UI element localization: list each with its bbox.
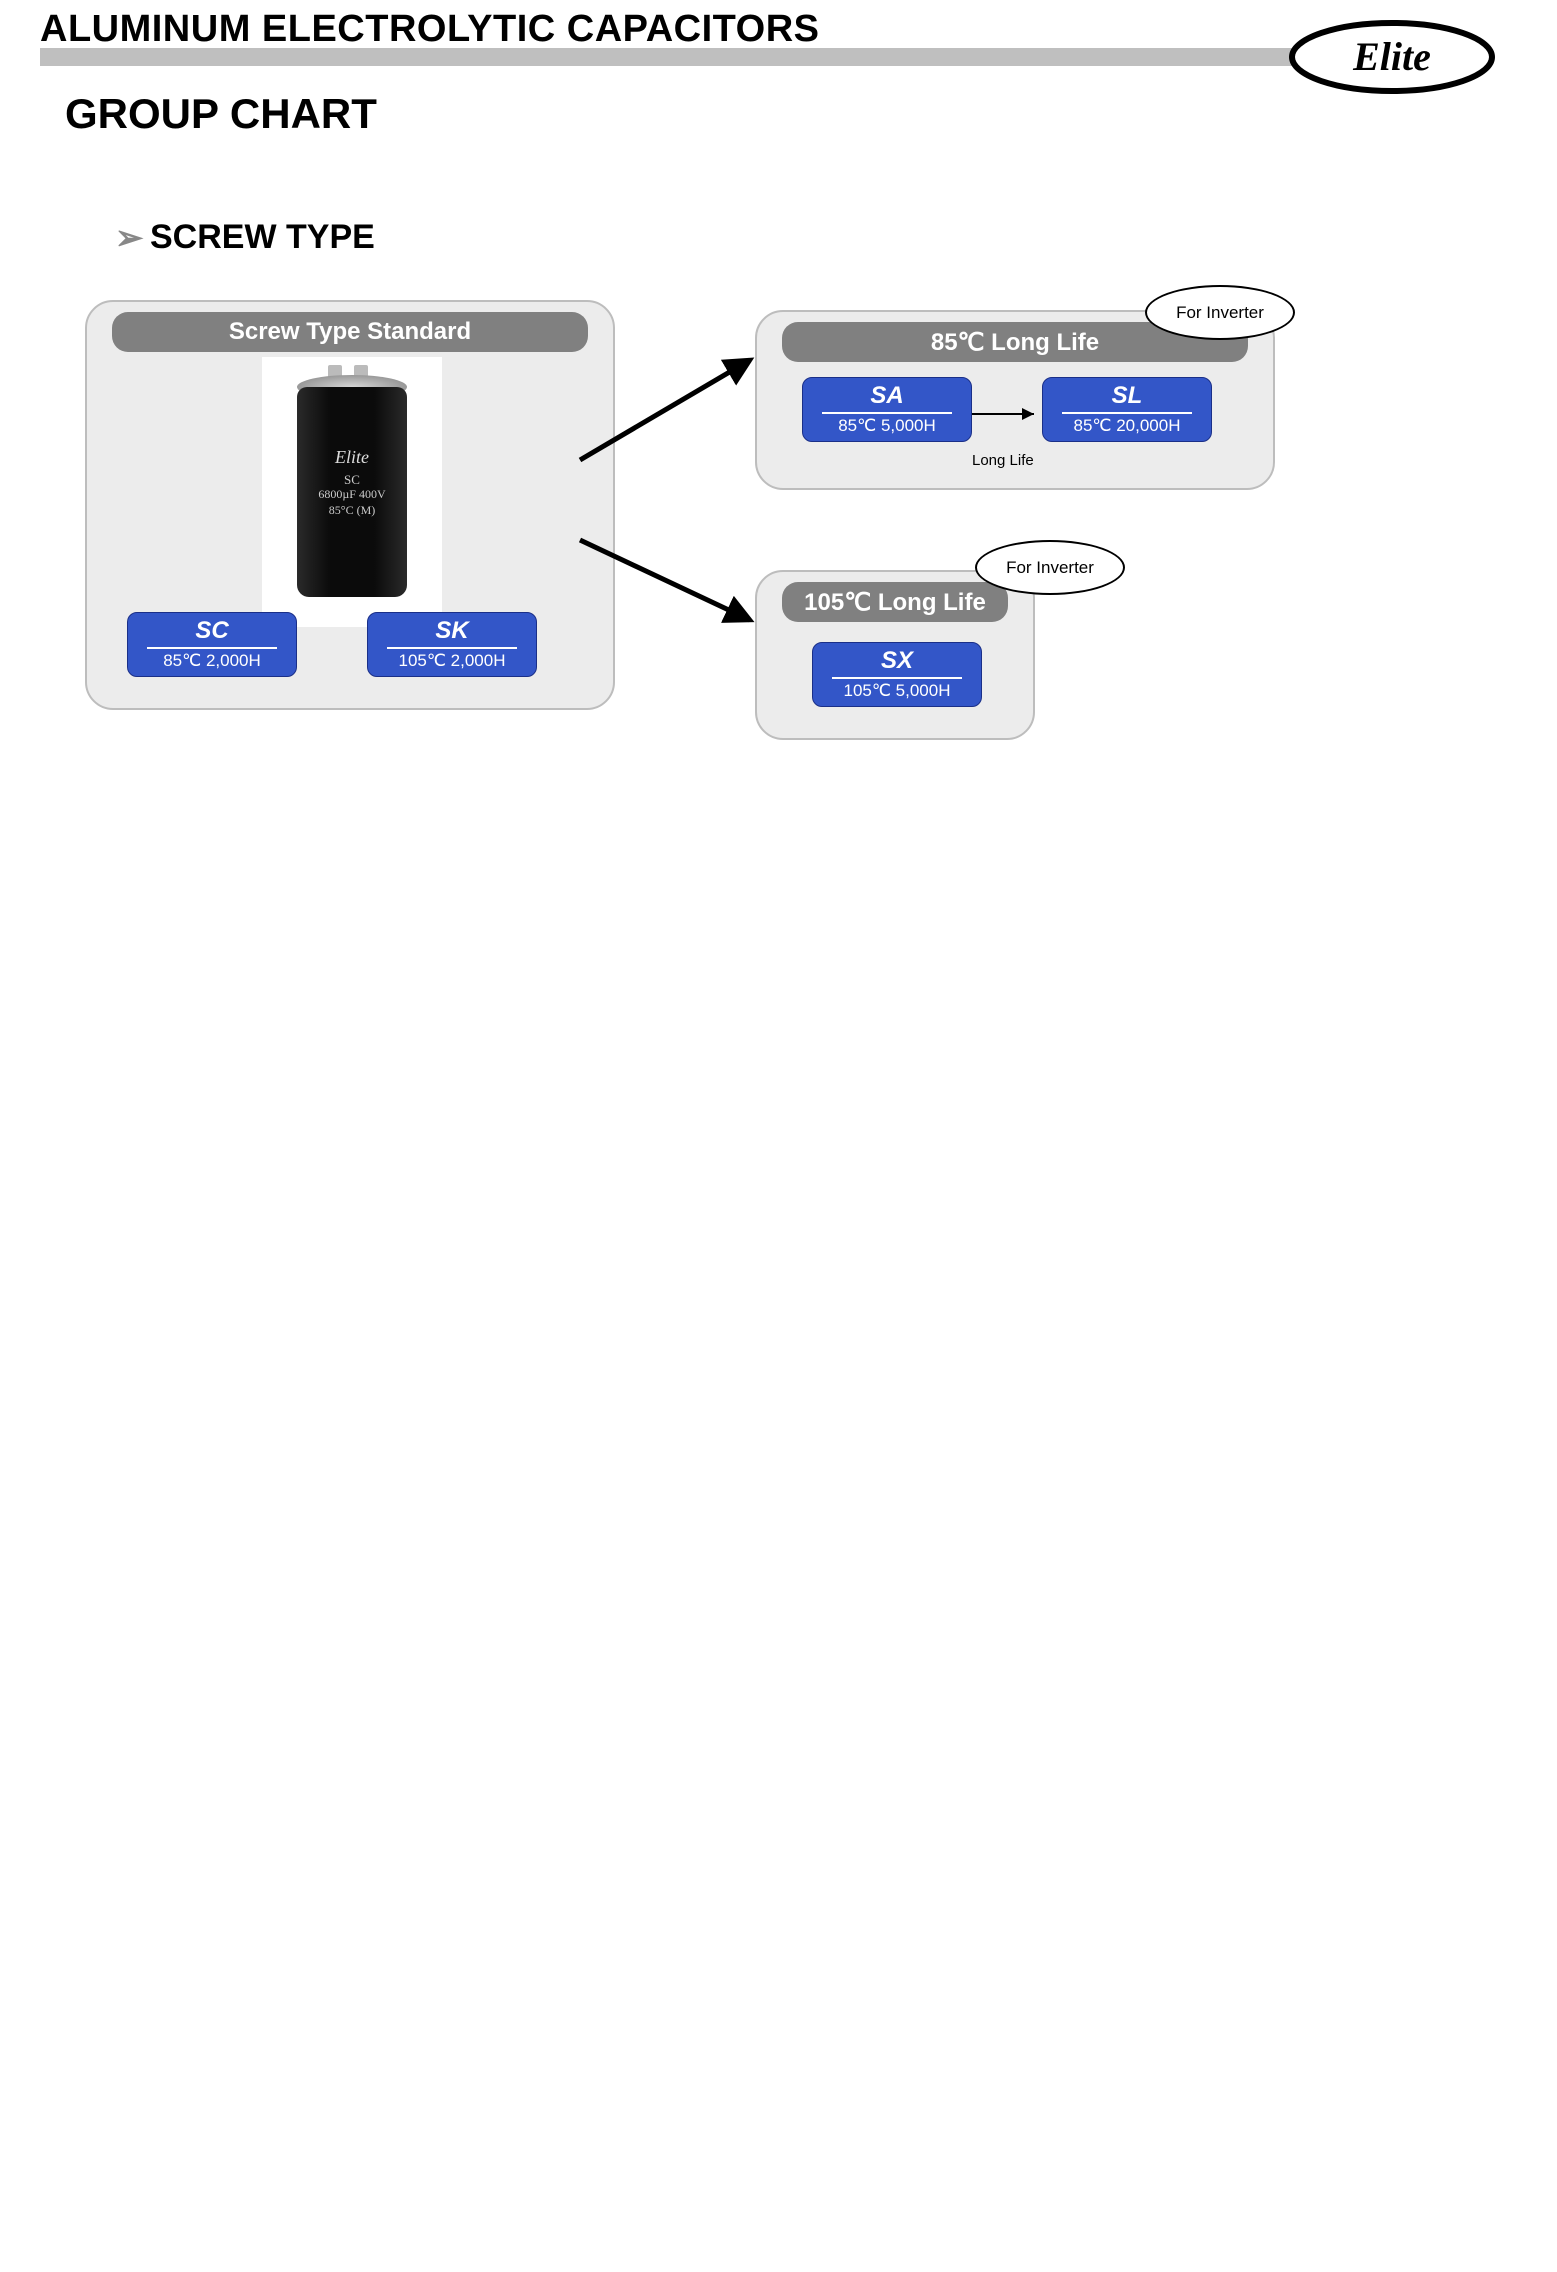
pill-sc-spec: 85℃ 2,000H: [128, 651, 296, 671]
label-long-life: Long Life: [972, 452, 1034, 469]
pill-sl-spec: 85℃ 20,000H: [1043, 416, 1211, 436]
pill-sl: SL 85℃ 20,000H: [1042, 377, 1212, 442]
page-subtitle: GROUP CHART: [65, 90, 377, 138]
pill-sa-code: SA: [803, 382, 971, 410]
page: ALUMINUM ELECTROLYTIC CAPACITORS Elite G…: [0, 0, 1557, 2272]
pill-sx-code: SX: [813, 647, 981, 675]
pill-sk-rule: [387, 647, 517, 649]
pill-sk-spec: 105℃ 2,000H: [368, 651, 536, 671]
pill-sc-code: SC: [128, 617, 296, 645]
pill-sl-code: SL: [1043, 382, 1211, 410]
logo-text: Elite: [1352, 34, 1431, 79]
callout-85c-inverter-text: For Inverter: [1176, 303, 1264, 323]
pill-sa-spec: 85℃ 5,000H: [803, 416, 971, 436]
pill-sx-rule: [832, 677, 962, 679]
panel-title-standard: Screw Type Standard: [112, 312, 588, 352]
capacitor-image: Elite SC 6800µF 400V 85°C (M): [262, 357, 442, 627]
pill-sl-rule: [1062, 412, 1192, 414]
panel-105c-longlife: 105℃ Long Life SX 105℃ 5,000H: [755, 570, 1035, 740]
panel-title-105c: 105℃ Long Life: [782, 582, 1008, 622]
capacitor-series: SC: [297, 472, 407, 488]
pill-sk-code: SK: [368, 617, 536, 645]
brand-logo: Elite: [1287, 18, 1497, 96]
pill-sx: SX 105℃ 5,000H: [812, 642, 982, 707]
panel-screw-standard: Screw Type Standard Elite SC 6800µF 400V…: [85, 300, 615, 710]
capacitor-brand: Elite: [297, 447, 407, 468]
pill-sc-rule: [147, 647, 277, 649]
capacitor-temp: 85°C (M): [297, 503, 407, 518]
callout-105c-inverter: For Inverter: [975, 540, 1125, 595]
pill-sx-spec: 105℃ 5,000H: [813, 681, 981, 701]
callout-105c-inverter-text: For Inverter: [1006, 558, 1094, 578]
arrow-main-to-85c-icon: [580, 340, 780, 480]
header-title: ALUMINUM ELECTROLYTIC CAPACITORS: [40, 8, 820, 51]
capacitor-rating: 6800µF 400V: [297, 487, 407, 502]
arrow-sa-to-sl-icon: [972, 404, 1042, 424]
section-heading: SCREW TYPE: [150, 218, 375, 257]
callout-85c-inverter: For Inverter: [1145, 285, 1295, 340]
pill-sa: SA 85℃ 5,000H: [802, 377, 972, 442]
capacitor-body: Elite SC 6800µF 400V 85°C (M): [297, 387, 407, 597]
pill-sk: SK 105℃ 2,000H: [367, 612, 537, 677]
arrow-main-to-105c-icon: [580, 520, 780, 660]
pill-sa-rule: [822, 412, 952, 414]
section-bullet-icon: ➢: [115, 218, 144, 258]
pill-sc: SC 85℃ 2,000H: [127, 612, 297, 677]
